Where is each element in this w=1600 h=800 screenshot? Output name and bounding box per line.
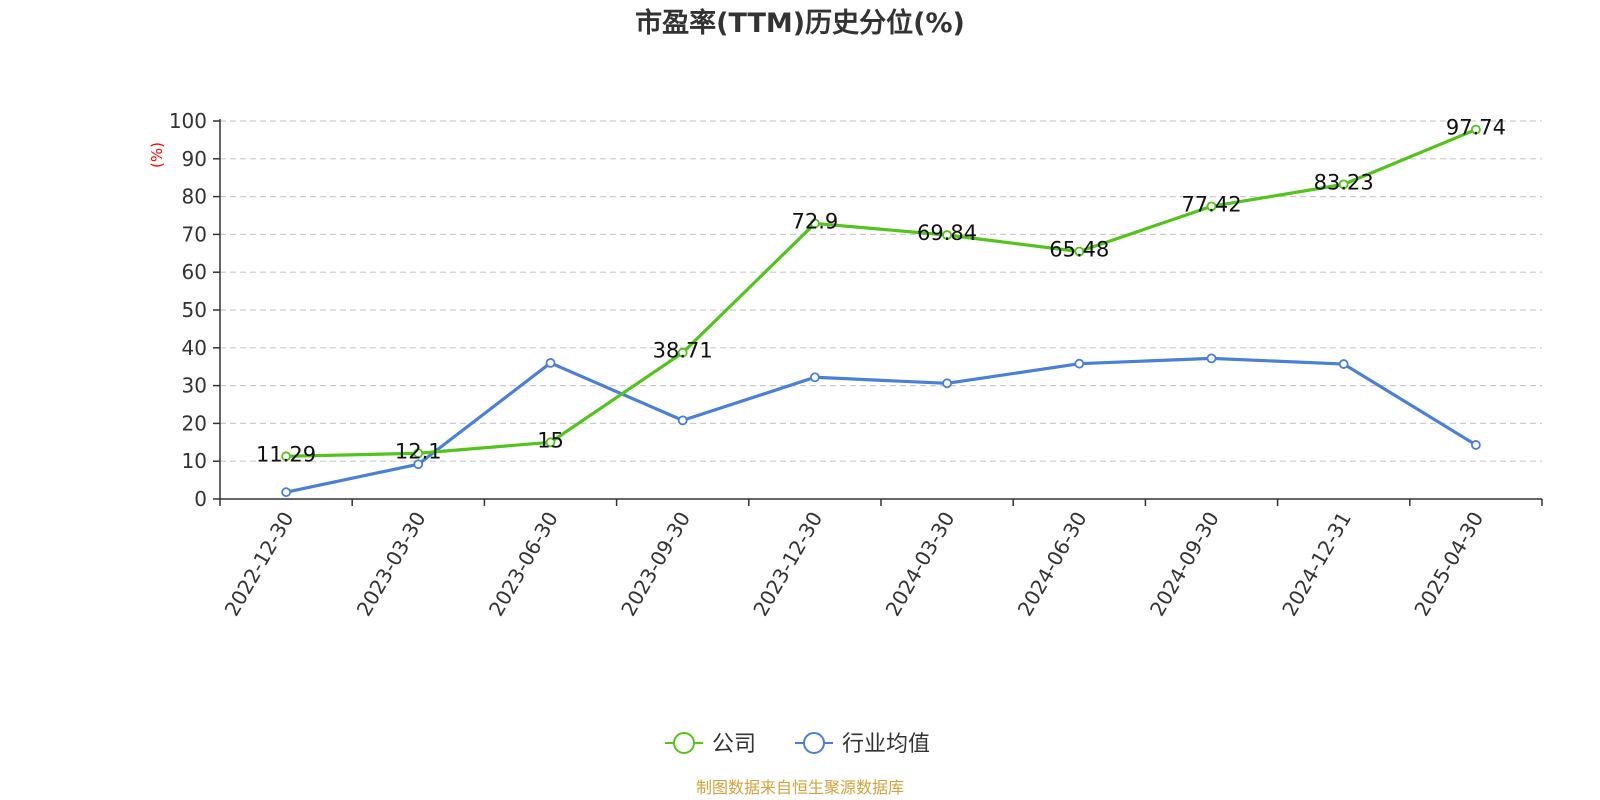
y-tick-label: 20 [182,411,207,435]
x-tick-label: 2023-12-30 [748,508,827,621]
y-tick-label: 10 [182,449,207,473]
x-tick-label: 2024-03-30 [881,508,960,621]
data-point [677,415,688,426]
data-point [1074,246,1085,257]
data-label: 72.9 [792,209,839,233]
data-label: 77.42 [1181,192,1241,216]
y-tick-label: 80 [182,185,207,209]
data-point [942,230,952,240]
y-axis-label: (%) [148,142,166,168]
data-point [1074,358,1085,369]
x-tick-label: 2025-04-30 [1409,508,1488,621]
x-tick-label: 2022-12-30 [220,508,299,621]
data-point [413,448,424,459]
data-label: 38.71 [653,339,713,363]
data-point [1471,440,1481,450]
data-point [1206,353,1217,364]
data-point [545,358,556,368]
legend-label: 公司 [712,732,756,757]
data-point [942,378,952,389]
x-tick-label: 2023-03-30 [352,508,431,621]
source-note: 制图数据来自恒生聚源数据库 [696,778,904,797]
legend-label: 行业均值 [842,732,930,757]
y-tick-label: 30 [182,374,207,398]
y-tick-label: 50 [182,298,207,322]
data-label: 65.48 [1049,237,1109,261]
y-tick-label: 100 [169,109,207,133]
data-point [1471,124,1481,135]
y-tick-label: 60 [182,260,207,284]
x-tick-label: 2024-09-30 [1145,508,1224,621]
x-tick-label: 2024-06-30 [1013,508,1092,621]
grid-lines [220,120,1542,462]
data-point [810,372,820,383]
x-tick-label: 2023-09-30 [616,508,695,621]
data-point [281,451,292,462]
y-tick-label: 90 [182,147,207,171]
data-label: 97.74 [1446,116,1506,140]
data-labels: 11.29 12.1 15 38.71 72.9 69.84 65.48 77.42 83.23… [256,116,1506,467]
legend-item-company: 公司 [665,732,756,757]
data-point [413,459,424,470]
legend: 公司 行业均值 [665,732,930,757]
y-tick-label: 0 [194,487,207,511]
data-point [1338,179,1349,190]
data-label: 15 [537,428,564,452]
data-point [545,437,556,448]
data-point [281,487,292,498]
series-line-industry [285,356,1477,494]
legend-item-industry: 行业均值 [795,732,930,757]
y-tick-label: 70 [182,222,207,246]
data-point [1206,201,1217,212]
data-point [677,347,688,358]
data-label: 11.29 [256,442,316,466]
series-line-company [286,128,1477,458]
data-label: 69.84 [917,221,977,245]
legend-marker [673,732,695,754]
chart-title: 市盈率(TTM)历史分位(%) [635,7,965,39]
legend-marker [803,732,825,754]
x-tick-label: 2023-06-30 [484,508,563,621]
data-point [810,218,820,229]
y-tick-label: 40 [182,336,207,360]
data-point [1338,359,1349,369]
series [281,124,1481,498]
data-label: 12.1 [395,439,442,463]
data-label: 83.23 [1314,170,1374,194]
x-tick-label: 2024-12-31 [1277,508,1356,621]
